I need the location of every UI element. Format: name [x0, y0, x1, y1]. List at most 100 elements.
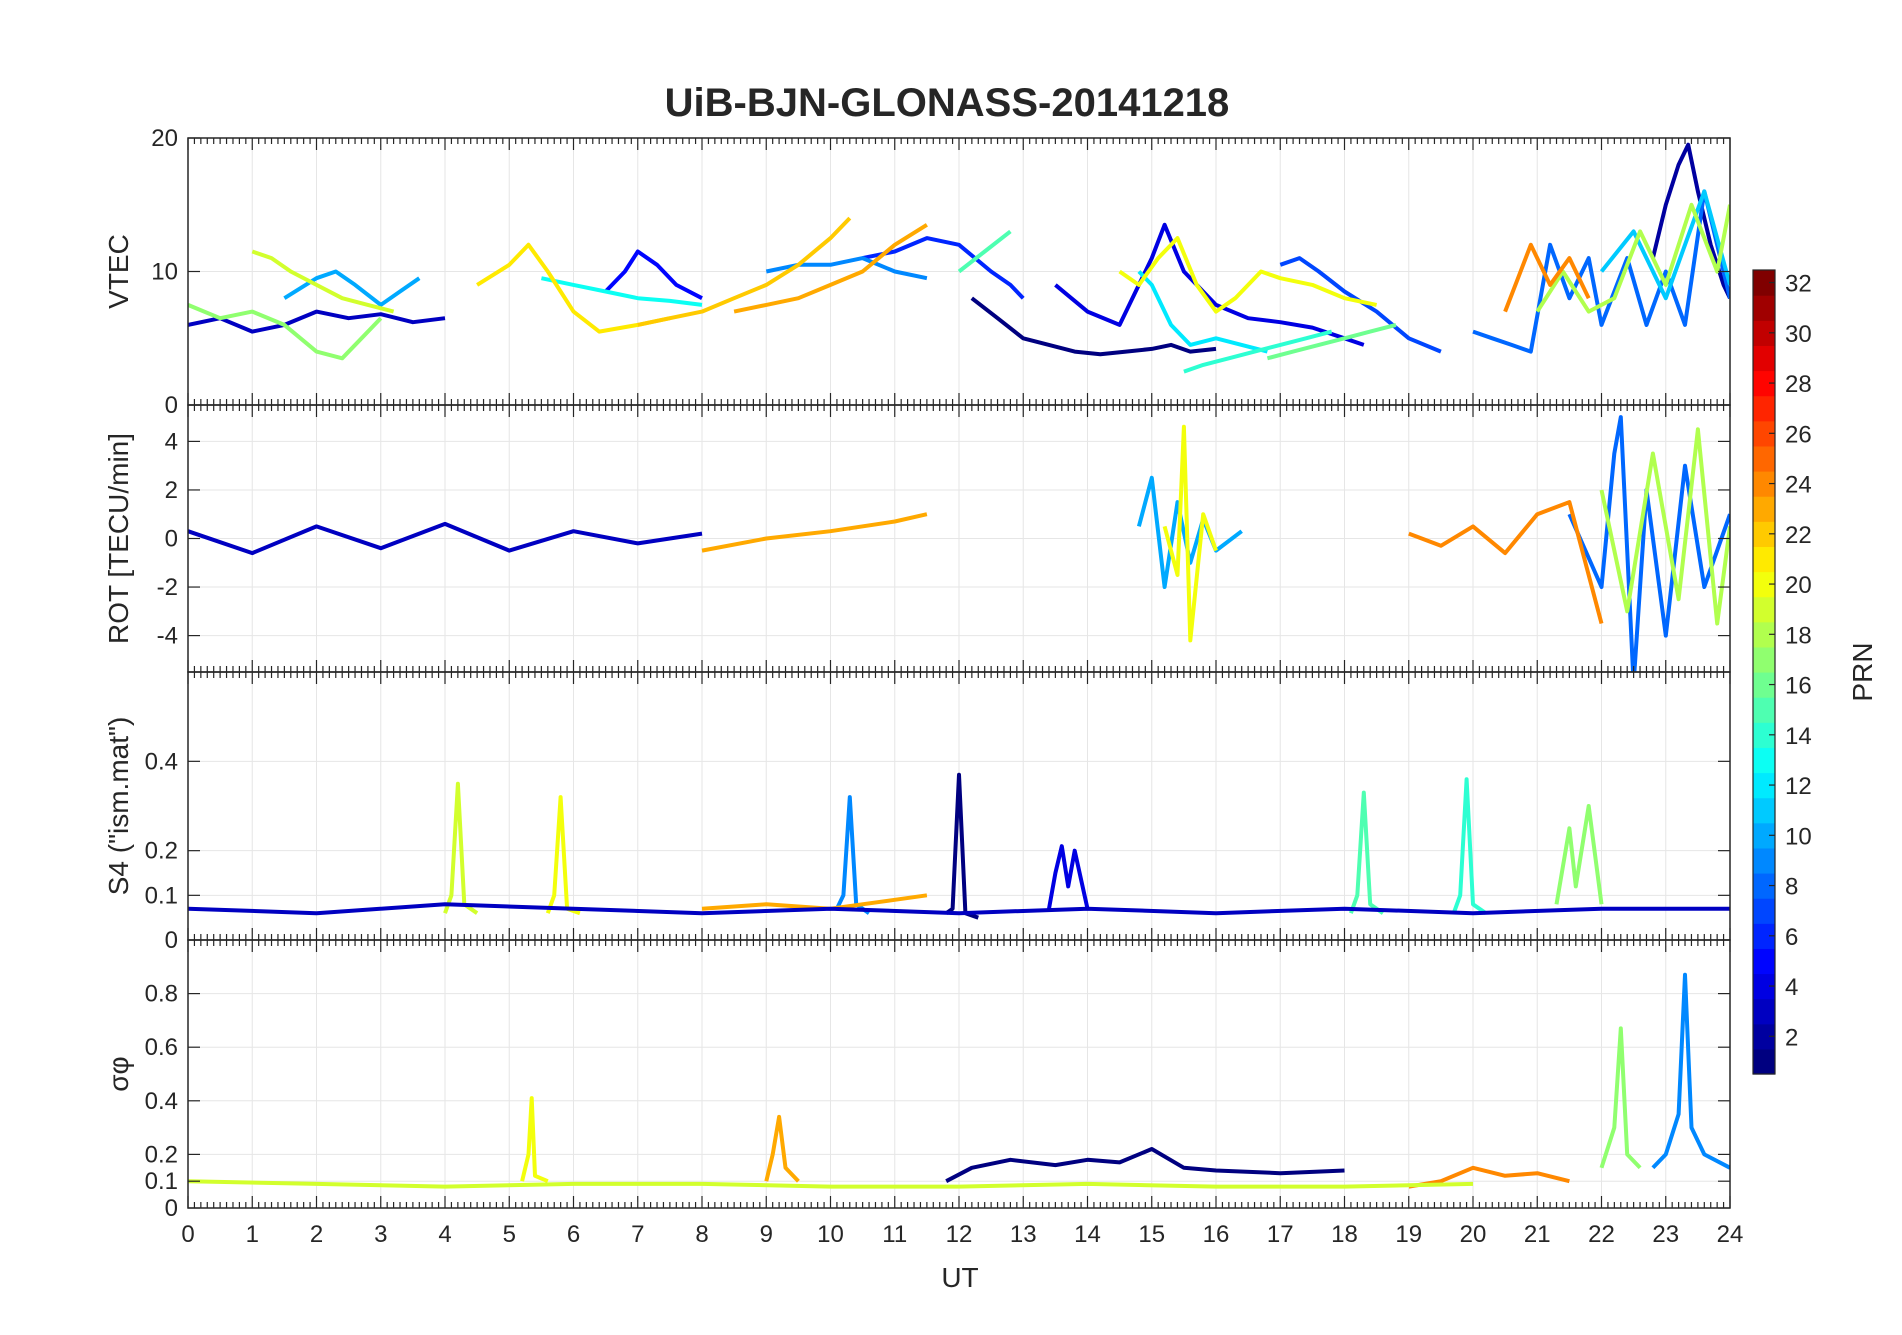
y-tick-label: 0: [165, 927, 178, 954]
colorbar-step: [1753, 672, 1775, 698]
series-line-prn-23: [701, 512, 928, 553]
y-tick-marks: [188, 992, 1730, 1209]
colorbar-step: [1753, 772, 1775, 799]
colorbar-tick-label: 8: [1785, 874, 1798, 901]
colorbar-step: [1753, 747, 1775, 774]
colorbar-step: [1753, 270, 1775, 296]
series-line-prn-14: [1451, 777, 1487, 915]
colorbar-tick-label: 6: [1785, 924, 1798, 951]
series-group: [188, 415, 1730, 672]
colorbar-tick-label: 14: [1785, 723, 1812, 750]
x-tick-label: 19: [1395, 1221, 1422, 1248]
colorbar-step: [1753, 370, 1775, 397]
series-line-prn-17: [1554, 804, 1604, 905]
series-line-prn-2: [1650, 142, 1730, 300]
x-tick-label: 17: [1267, 1221, 1294, 1248]
series-line-prn-3: [188, 309, 446, 334]
x-tick-label: 14: [1074, 1221, 1101, 1248]
series-group: [188, 772, 1730, 920]
colorbar-step: [1753, 621, 1775, 648]
series-line-prn-9: [835, 795, 871, 915]
y-tick-label: 0.2: [145, 838, 178, 865]
x-tick-label: 11: [882, 1221, 907, 1248]
chart-title: UiB-BJN-GLONASS-20141218: [665, 81, 1230, 125]
x-tick-marks: [187, 672, 1731, 940]
series-line-prn-9: [1651, 972, 1730, 1170]
series-line-prn-15: [1349, 790, 1385, 915]
series-line-prn-23: [764, 1114, 800, 1183]
x-tick-label: 9: [760, 1221, 773, 1248]
series-line-prn-16: [1266, 322, 1397, 361]
colorbar-step: [1753, 973, 1775, 1000]
y-tick-label: -4: [157, 623, 178, 650]
series-line-prn-24: [1408, 500, 1604, 625]
series-line-prn-10: [283, 269, 421, 307]
panel-rot: -4 -2 0 2 4 ROT [TECU/min]: [103, 404, 1731, 673]
y-tick-label: 2: [165, 477, 178, 504]
x-tick-label: 15: [1138, 1221, 1165, 1248]
series-group: [188, 972, 1730, 1189]
y-tick-label: 0.1: [145, 882, 178, 909]
x-tick-label: 16: [1203, 1221, 1230, 1248]
colorbar-step: [1753, 445, 1775, 472]
colorbar-step: [1753, 998, 1775, 1025]
x-tick-label: 5: [503, 1221, 516, 1248]
series-line-prn-22: [637, 216, 852, 327]
colorbar-step: [1753, 1048, 1775, 1075]
colorbar-step: [1753, 948, 1775, 975]
x-tick-marks: [187, 940, 1731, 1208]
series-line-prn-8: [1472, 189, 1730, 354]
series-line-prn-7: [1279, 256, 1442, 354]
series-line-prn-5: [604, 249, 703, 300]
series-line-prn-6: [862, 236, 1025, 300]
series-line-prn-1: [970, 296, 1217, 357]
y-tick-label: 0: [165, 526, 178, 553]
colorbar-step: [1753, 596, 1775, 623]
y-tick-marks: [188, 440, 1730, 637]
colorbar-step: [1753, 898, 1775, 924]
series-line-prn-24: [1503, 242, 1591, 313]
colorbar-tick-label: 12: [1785, 773, 1812, 800]
series-line-prn-1: [945, 1147, 1345, 1183]
x-tick-label: 6: [567, 1221, 580, 1248]
colorbar-tick-label: 18: [1785, 622, 1812, 649]
y-axis-label-rot: ROT [TECU/min]: [103, 433, 134, 644]
x-tick-label: 2: [310, 1221, 323, 1248]
colorbar-step: [1753, 822, 1775, 849]
series-line-prn-3: [188, 902, 1730, 916]
x-tick-label: 18: [1331, 1221, 1358, 1248]
y-tick-label: -2: [157, 574, 178, 601]
colorbar-frame: [1752, 269, 1776, 1075]
x-tick-label: 22: [1588, 1221, 1615, 1248]
y-tick-label: 0.8: [145, 981, 178, 1008]
colorbar-tick-label: 22: [1785, 522, 1812, 549]
series-line-prn-12: [1137, 270, 1268, 354]
series-line-prn-20: [1118, 236, 1378, 314]
y-tick-label: 0.1: [145, 1168, 178, 1195]
colorbar-step: [1753, 1023, 1775, 1050]
panel-s4: 0 0.1 0.2 0.4 S4 ("ism.mat"): [103, 671, 1731, 954]
colorbar-tick-label: 30: [1785, 321, 1812, 348]
series-line-prn-4: [1047, 844, 1090, 910]
series-line-prn-19: [188, 1179, 1474, 1189]
x-tick-label: 20: [1460, 1221, 1487, 1248]
colorbar-step: [1753, 923, 1775, 949]
x-tick-label: 10: [817, 1221, 844, 1248]
x-axis-label: UT: [941, 1262, 978, 1293]
colorbar-step: [1753, 571, 1775, 598]
colorbar-step: [1753, 722, 1775, 748]
colorbar-label: PRN: [1847, 642, 1878, 701]
series-line-prn-24: [1408, 1165, 1570, 1189]
colorbar-tick-label: 20: [1785, 572, 1812, 599]
colorbar-tick-label: 4: [1785, 974, 1798, 1001]
x-tick-label: 8: [695, 1221, 708, 1248]
x-tick-marks: [187, 138, 1731, 405]
series-line-prn-18: [1535, 202, 1730, 314]
series-line-prn-19: [251, 249, 395, 314]
colorbar-step: [1753, 471, 1775, 497]
